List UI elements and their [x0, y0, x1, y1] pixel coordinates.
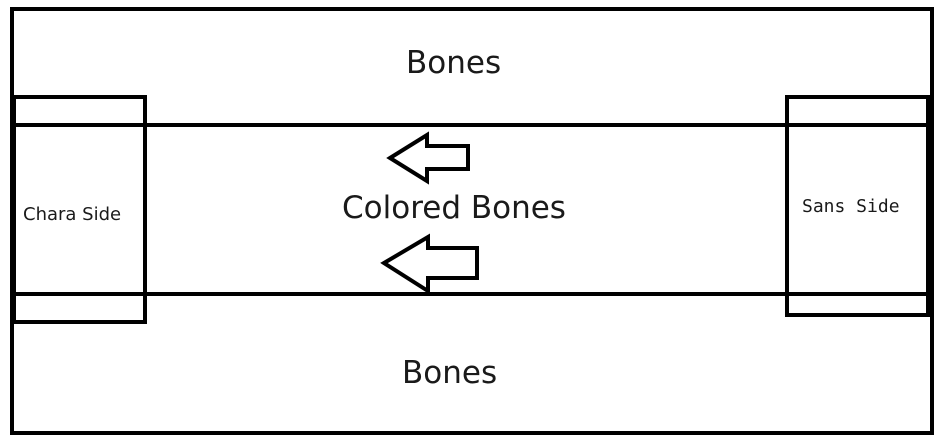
top-bones-label: Bones	[406, 45, 502, 81]
colored-bones-label: Colored Bones	[342, 190, 566, 226]
left-arrow-top	[386, 131, 470, 185]
bottom-bones-label: Bones	[402, 355, 498, 391]
sans-side-box	[785, 95, 930, 317]
chara-side-label: Chara Side	[23, 204, 122, 225]
chara-side-box	[12, 95, 147, 324]
sans-side-label: Sans Side	[802, 196, 900, 217]
left-arrow-bottom	[380, 233, 479, 295]
